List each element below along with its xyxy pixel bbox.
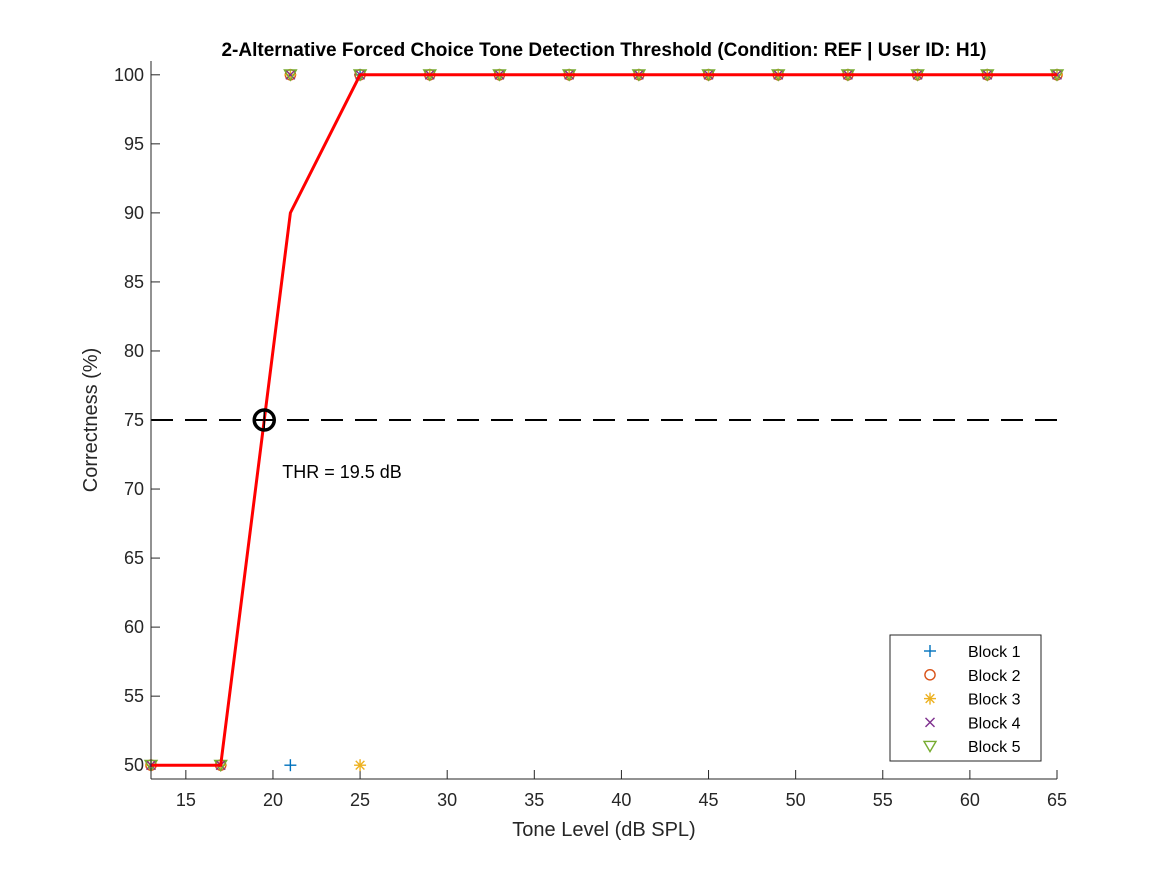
y-axis-ticks: 50 55 60 65 70 75 80 85 90 95 100: [114, 65, 160, 775]
x-tick-label-0: 15: [176, 790, 196, 810]
y-tick-label-1: 55: [124, 686, 144, 706]
y-tick-label-10: 100: [114, 65, 144, 85]
x-axis-label: Tone Level (dB SPL): [512, 819, 695, 841]
legend-marker-block-4: [925, 717, 935, 728]
threshold-marker: [252, 408, 276, 432]
x-tick-label-1: 20: [263, 790, 283, 810]
x-axis-ticks: 15 20 25 30 35 40 45 50 55 60 65: [176, 770, 1067, 810]
data-point-block-4-2-d2: [285, 69, 296, 80]
y-tick-label-8: 90: [124, 203, 144, 223]
data-point-block-3-3: [354, 759, 367, 772]
legend-label-block-3: Block 3: [968, 692, 1021, 709]
data-point-block-1-2: [284, 759, 297, 772]
legend-marker-block-3-d2: [925, 693, 935, 704]
y-tick-label-7: 85: [124, 272, 144, 292]
x-tick-label-3: 30: [437, 790, 457, 810]
plot-area: THR = 19.5 dB: [143, 68, 1065, 772]
y-axis-label: Correctness (%): [80, 348, 102, 492]
legend-marker-block-3: [924, 692, 936, 705]
x-tick-label-2: 25: [350, 790, 370, 810]
x-tick-label-7: 50: [786, 790, 806, 810]
x-tick-label-8: 55: [873, 790, 893, 810]
threshold-label: THR = 19.5 dB: [282, 462, 402, 482]
legend-marker-block-1: [924, 645, 936, 657]
y-tick-label-0: 50: [124, 755, 144, 775]
y-tick-label-3: 65: [124, 548, 144, 568]
legend-label-block-1: Block 1: [968, 644, 1021, 661]
data-point-block-4-2: [285, 69, 296, 80]
x-tick-label-10: 65: [1047, 790, 1067, 810]
mean-curve-line: [151, 73, 1057, 767]
data-point-block-5-2: [283, 69, 298, 82]
y-tick-label-2: 60: [124, 617, 144, 637]
legend: Block 1 Block 2 Block 3 Block 4 Block 5: [889, 634, 1042, 762]
y-tick-label-5: 75: [124, 410, 144, 430]
y-tick-label-9: 95: [124, 134, 144, 154]
legend-label-block-4: Block 4: [968, 715, 1021, 732]
legend-box: [889, 634, 1042, 762]
legend-marker-block-5: [922, 740, 938, 753]
legend-marker-block-2-ring: [924, 669, 936, 681]
data-point-block-3-3-d2: [355, 760, 365, 771]
x-tick-label-5: 40: [611, 790, 631, 810]
chart-title: 2-Alternative Forced Choice Tone Detecti…: [221, 40, 986, 61]
legend-marker-block-2: [924, 669, 936, 681]
data-point-block-5-2-tri: [283, 69, 298, 82]
y-tick-label-6: 80: [124, 341, 144, 361]
legend-marker-block-4-d2: [925, 717, 935, 728]
x-tick-label-6: 45: [699, 790, 719, 810]
x-tick-label-9: 60: [960, 790, 980, 810]
legend-marker-block-5-tri: [922, 740, 938, 753]
x-tick-label-4: 35: [524, 790, 544, 810]
legend-label-block-5: Block 5: [968, 739, 1021, 756]
legend-label-block-2: Block 2: [968, 668, 1021, 685]
y-tick-label-4: 70: [124, 479, 144, 499]
